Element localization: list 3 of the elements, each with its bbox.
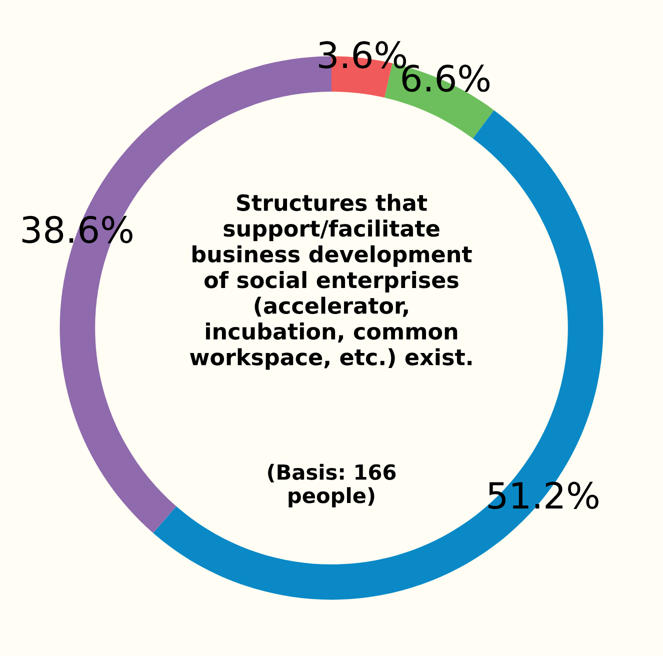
donut-slice	[153, 110, 604, 600]
text: (Basis: 166 people)	[268, 464, 396, 508]
text: Structures that support/facilitate business development of social enterprises (accelerator, incubation, common workspace, etc.) exist.	[190, 194, 472, 370]
